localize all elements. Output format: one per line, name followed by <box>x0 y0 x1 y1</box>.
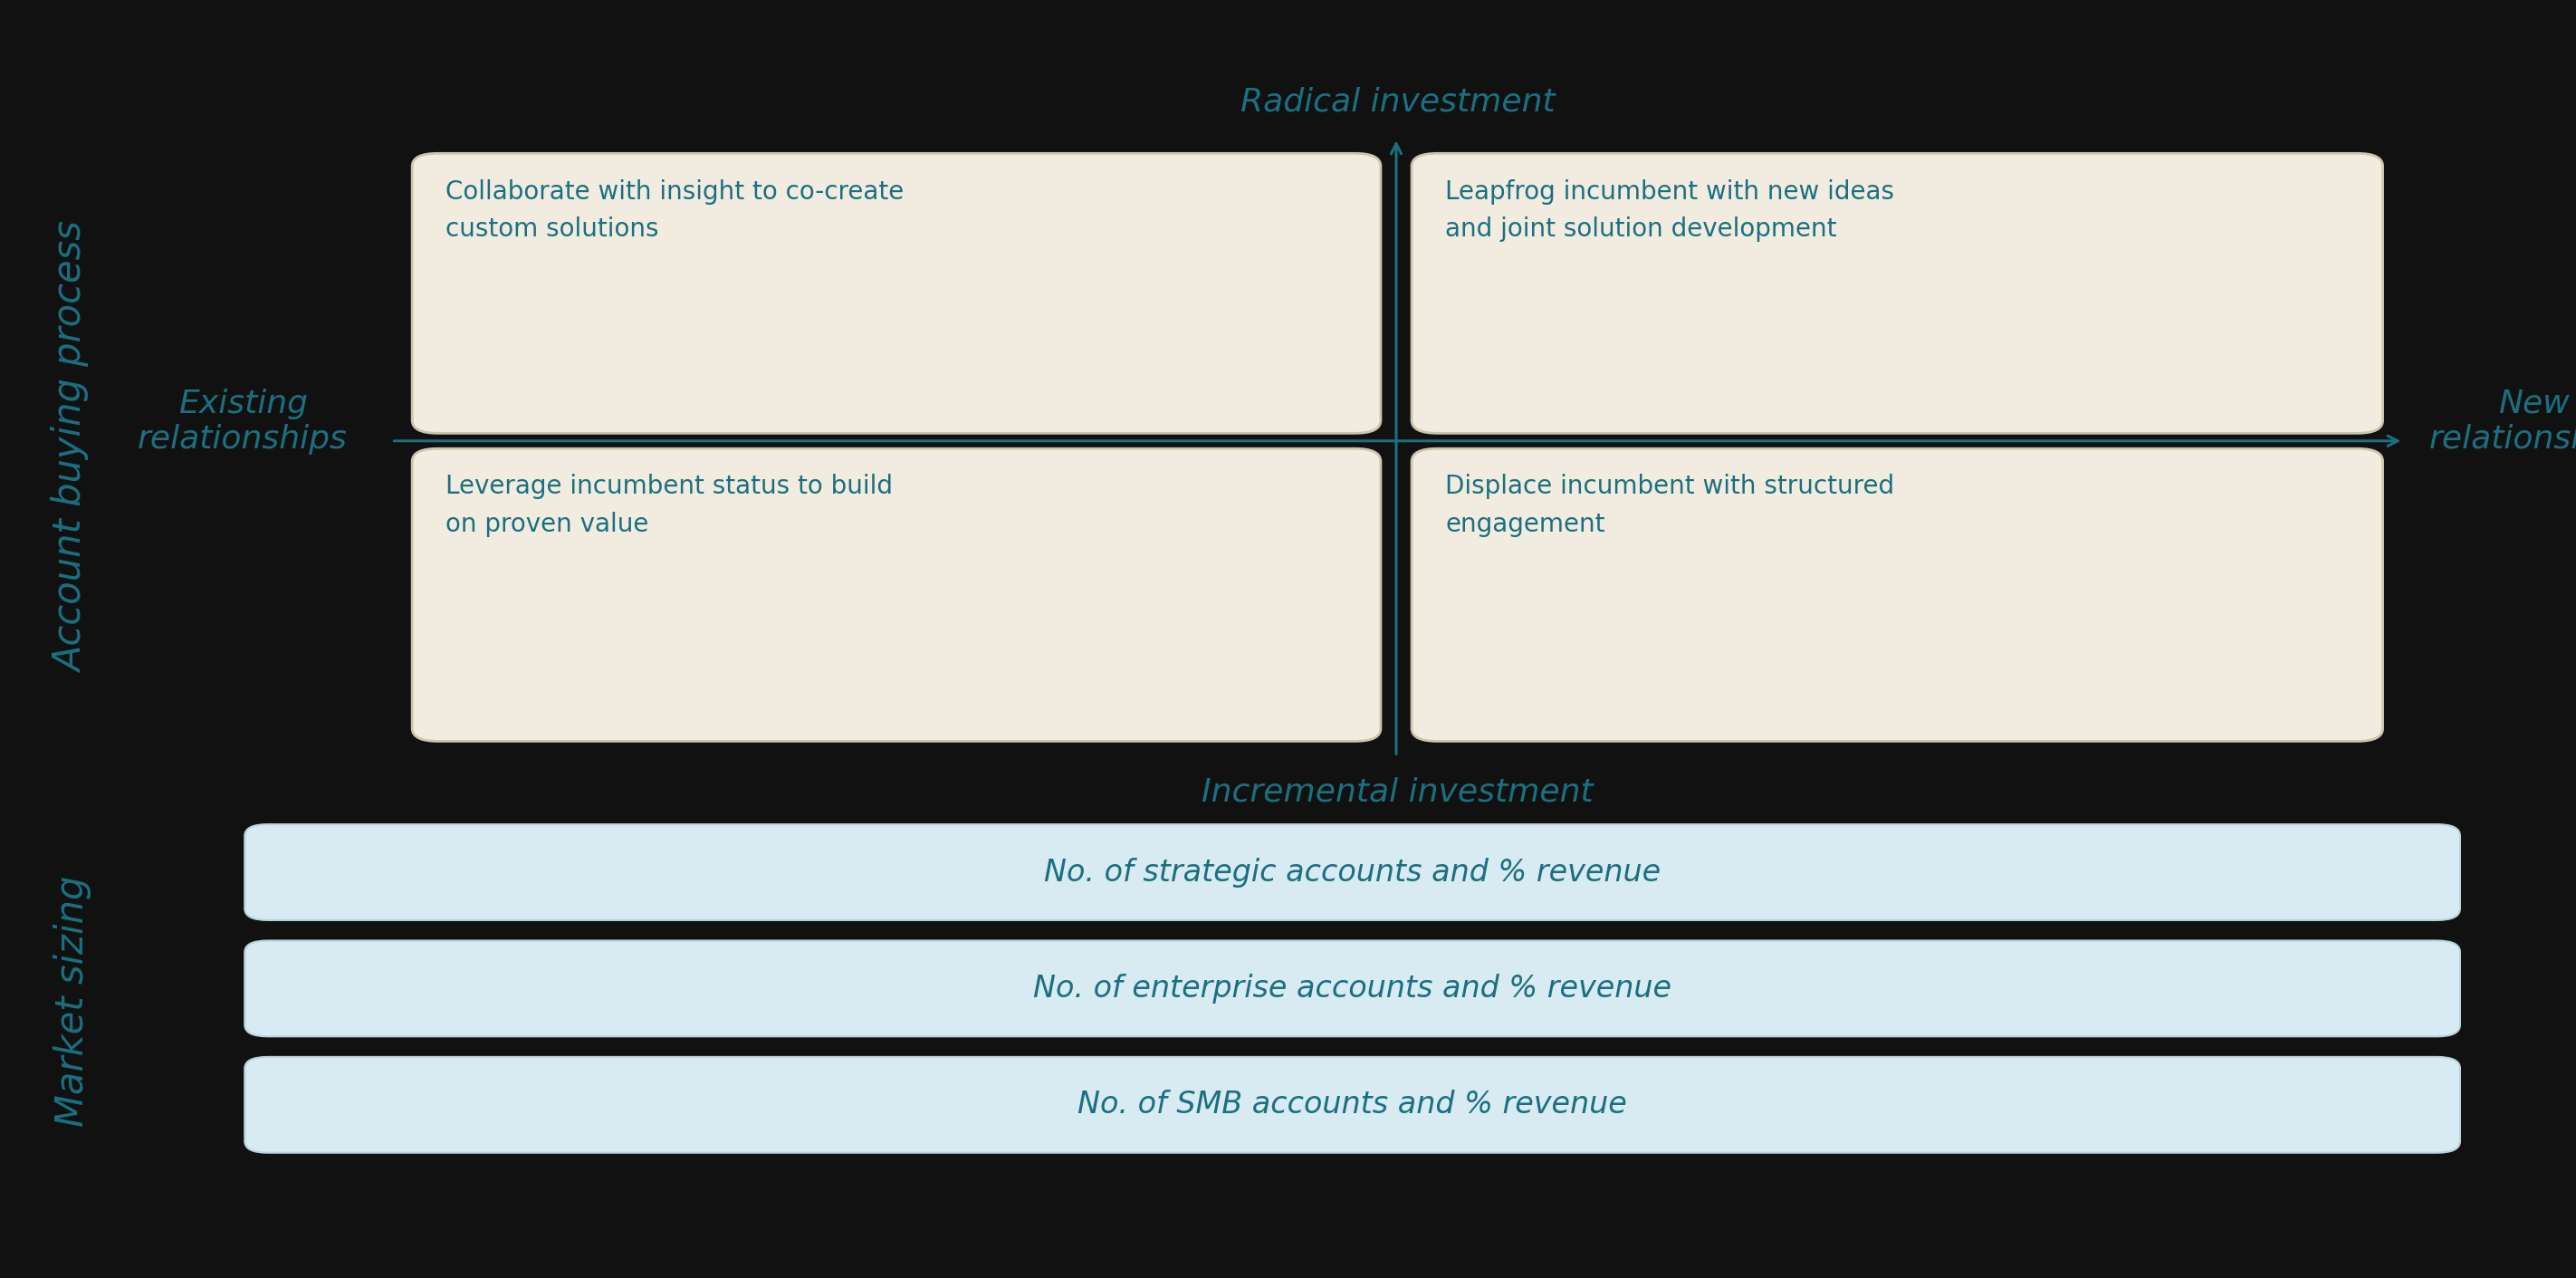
Text: Collaborate with insight to co-create
custom solutions: Collaborate with insight to co-create cu… <box>446 179 904 242</box>
Text: Incremental investment: Incremental investment <box>1200 777 1595 808</box>
Text: Leapfrog incumbent with new ideas
and joint solution development: Leapfrog incumbent with new ideas and jo… <box>1445 179 1893 242</box>
Text: No. of strategic accounts and % revenue: No. of strategic accounts and % revenue <box>1043 858 1662 887</box>
Text: Existing
relationships: Existing relationships <box>137 389 348 455</box>
Text: Account buying process: Account buying process <box>54 222 90 672</box>
Text: Radical investment: Radical investment <box>1239 87 1556 118</box>
FancyBboxPatch shape <box>245 824 2460 920</box>
FancyBboxPatch shape <box>245 941 2460 1036</box>
Text: Market sizing: Market sizing <box>54 875 90 1127</box>
FancyBboxPatch shape <box>1412 449 2383 741</box>
FancyBboxPatch shape <box>412 449 1381 741</box>
FancyBboxPatch shape <box>1412 153 2383 433</box>
FancyBboxPatch shape <box>412 153 1381 433</box>
Text: Leverage incumbent status to build
on proven value: Leverage incumbent status to build on pr… <box>446 474 894 537</box>
Text: No. of enterprise accounts and % revenue: No. of enterprise accounts and % revenue <box>1033 974 1672 1003</box>
Text: No. of SMB accounts and % revenue: No. of SMB accounts and % revenue <box>1077 1090 1628 1120</box>
Text: New
relationships: New relationships <box>2429 389 2576 455</box>
Text: Displace incumbent with structured
engagement: Displace incumbent with structured engag… <box>1445 474 1893 537</box>
FancyBboxPatch shape <box>245 1057 2460 1153</box>
